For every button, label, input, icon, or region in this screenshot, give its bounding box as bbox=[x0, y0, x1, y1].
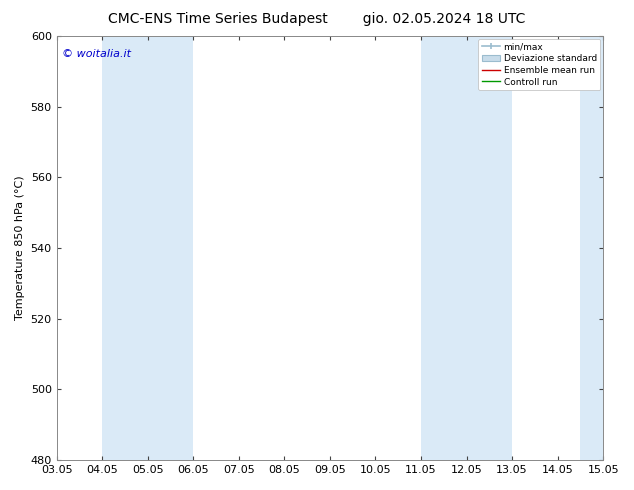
Bar bbox=[580, 36, 603, 460]
Y-axis label: Temperature 850 hPa (°C): Temperature 850 hPa (°C) bbox=[15, 176, 25, 320]
Text: CMC-ENS Time Series Budapest        gio. 02.05.2024 18 UTC: CMC-ENS Time Series Budapest gio. 02.05.… bbox=[108, 12, 526, 26]
Text: © woitalia.it: © woitalia.it bbox=[62, 49, 131, 59]
Bar bbox=[102, 36, 193, 460]
Legend: min/max, Deviazione standard, Ensemble mean run, Controll run: min/max, Deviazione standard, Ensemble m… bbox=[478, 39, 600, 90]
Bar bbox=[421, 36, 512, 460]
